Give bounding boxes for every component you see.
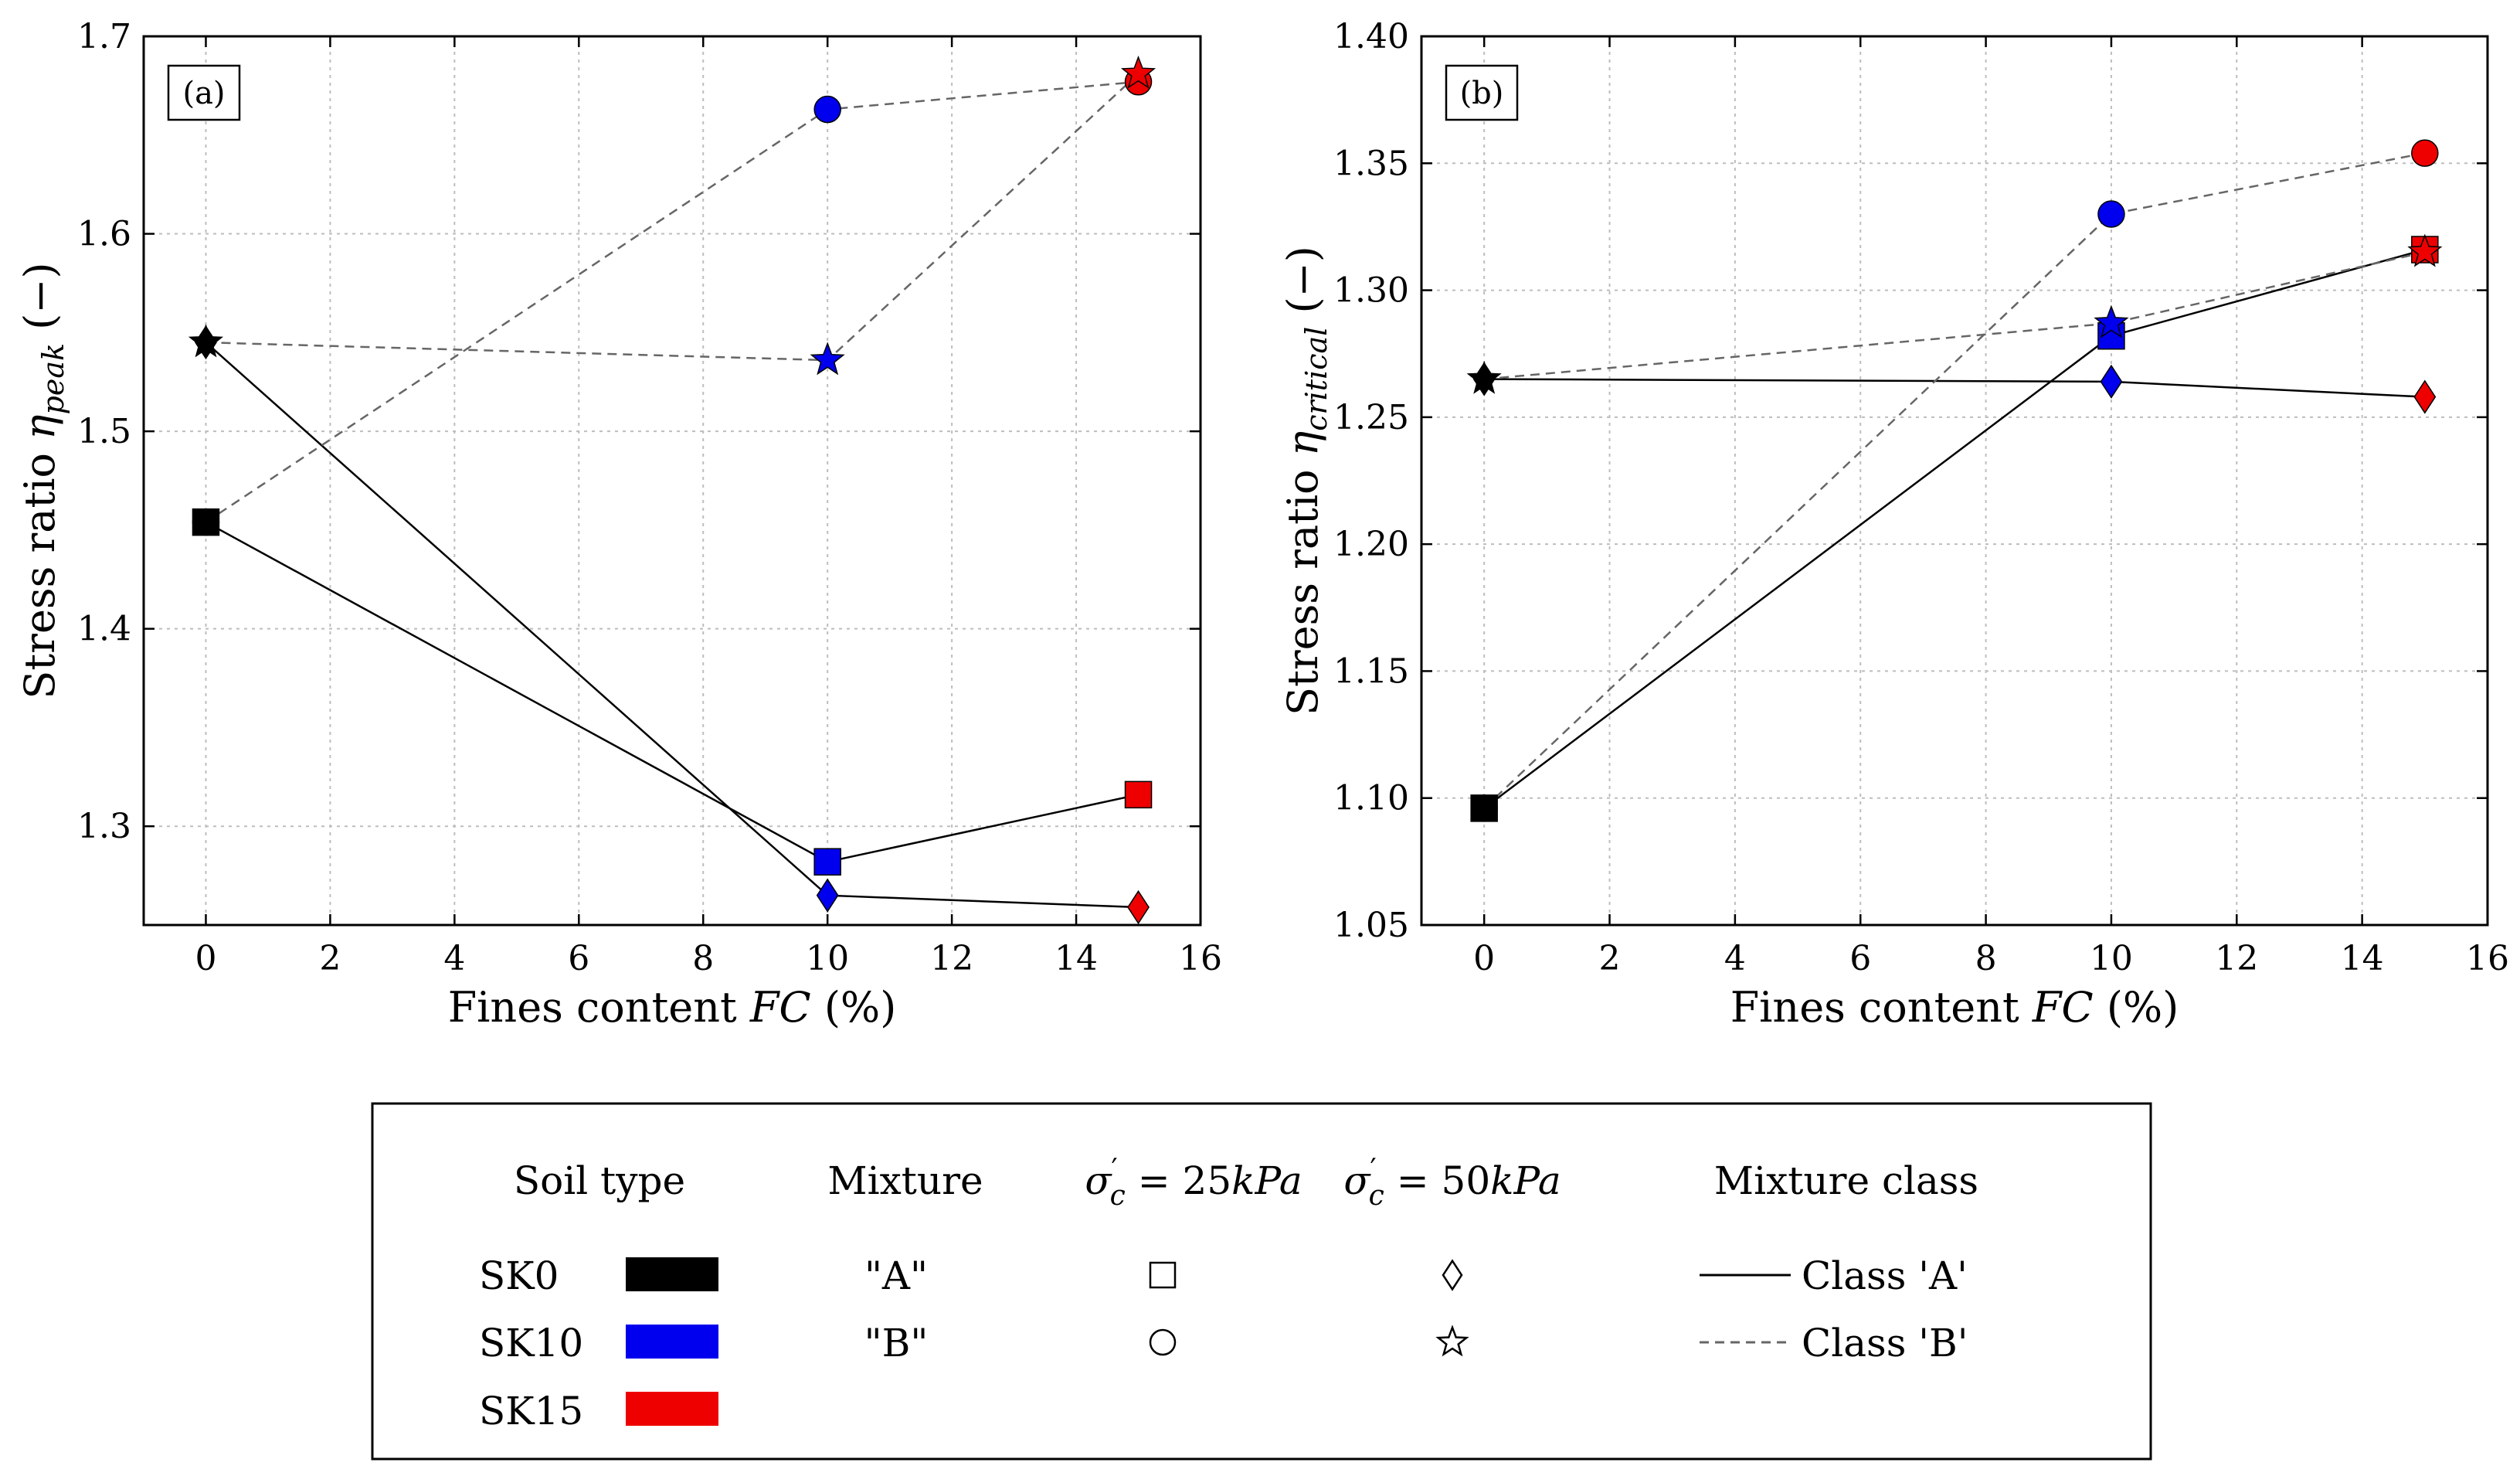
legend-soil-sk0: SK0 — [479, 1253, 559, 1298]
y-tick-label: 1.20 — [1333, 525, 1409, 564]
data-point-star — [188, 324, 224, 358]
legend-marker-diamond — [1442, 1259, 1463, 1291]
x-tick-label: 12 — [2215, 939, 2258, 978]
legend-header-soil-type: Soil type — [514, 1158, 685, 1203]
series-line-b-50kpa — [1484, 251, 2426, 380]
plot-frame-a — [142, 35, 1202, 927]
y-tick-label: 1.05 — [1333, 906, 1409, 945]
x-tick-label: 2 — [1599, 939, 1621, 978]
panel-label-box-a — [167, 64, 241, 121]
plot-frame-b — [1420, 35, 2489, 927]
y-tick-label: 1.35 — [1333, 144, 1409, 183]
legend-mixture-a: "A" — [864, 1253, 928, 1298]
series-line-b-50kpa — [205, 73, 1139, 362]
legend-marker-square — [1149, 1261, 1177, 1289]
x-tick-label: 8 — [692, 939, 714, 978]
data-point-diamond — [1127, 889, 1150, 925]
y-tick-label: 1.5 — [77, 412, 131, 451]
data-point-square — [813, 848, 841, 876]
x-tick-label: 16 — [2466, 939, 2509, 978]
y-tick-label: 1.25 — [1333, 398, 1409, 437]
x-tick-label: 0 — [195, 939, 216, 978]
legend-swatch-sk10 — [626, 1325, 718, 1359]
data-point-star — [1120, 55, 1156, 89]
panel-b: (b) 0 2 4 6 8 10 12 14 16 1.05 1.10 1.15 1.20 1.25 1.3… — [1279, 17, 2509, 1032]
y-tick-label: 1.30 — [1333, 271, 1409, 311]
data-point-circle — [2097, 200, 2125, 228]
legend-class-b-label: Class 'B' — [1802, 1321, 1968, 1365]
legend-soil-sk10: SK10 — [479, 1321, 583, 1365]
panel-label-box-b — [1445, 64, 1519, 121]
data-point-diamond — [2100, 364, 2123, 399]
legend-swatch-sk15 — [626, 1392, 718, 1426]
series-line-a-50kpa — [1484, 378, 2425, 398]
legend: Soil type Mixture σ′ c = 25kPa σ′ c = 50kP… — [371, 1102, 2152, 1461]
y-tick-label: 1.15 — [1333, 651, 1409, 691]
data-point-star — [2407, 233, 2443, 267]
data-point-circle — [813, 95, 841, 124]
data-point-star — [2094, 304, 2129, 338]
series-line-b-25kpa — [205, 80, 1139, 523]
data-point-star — [810, 342, 845, 376]
panel-label-a: (a) — [182, 76, 225, 111]
legend-header-sigma25: σ′ c = 25kPa — [1085, 1154, 1302, 1212]
x-tick-label: 8 — [1975, 939, 1997, 978]
legend-marker-star — [1435, 1325, 1469, 1357]
x-tick-label: 10 — [806, 939, 849, 978]
x-tick-label: 0 — [1473, 939, 1495, 978]
legend-soil-sk15: SK15 — [479, 1389, 583, 1433]
x-tick-label: 14 — [2341, 939, 2384, 978]
series-line-a-25kpa — [1483, 248, 2426, 809]
legend-header-mixture: Mixture — [827, 1158, 983, 1203]
data-point-square — [1124, 781, 1153, 809]
legend-header-mixture-class: Mixture class — [1714, 1158, 1978, 1203]
y-tick-label: 1.10 — [1333, 779, 1409, 818]
panel-a: (a) 0 2 4 6 8 10 12 14 16 1.3 1.4 1.5 1.6 1.7 Fines c… — [15, 17, 1222, 1032]
x-tick-label: 4 — [443, 939, 465, 978]
x-tick-label: 16 — [1179, 939, 1222, 978]
legend-mixture-b: "B" — [864, 1321, 929, 1365]
data-point-circle — [2411, 139, 2439, 167]
data-point-circle — [1470, 794, 1498, 822]
series-line-a-50kpa — [205, 342, 1139, 909]
panel-label-b: (b) — [1460, 76, 1504, 111]
data-point-diamond — [816, 878, 839, 913]
data-point-diamond — [2413, 379, 2437, 414]
y-axis-label-a: Stress ratio ηpeak (−) — [15, 262, 70, 699]
x-tick-label: 6 — [568, 939, 589, 978]
series-line-b-25kpa — [1483, 151, 2426, 809]
legend-header-sigma50: σ′ c = 50kPa — [1343, 1154, 1561, 1212]
x-tick-label: 10 — [2090, 939, 2133, 978]
y-tick-label: 1.4 — [77, 610, 131, 649]
data-point-circle — [192, 508, 220, 536]
legend-marker-circle — [1149, 1328, 1177, 1356]
legend-swatch-sk0 — [626, 1257, 718, 1291]
x-axis-label-b: Fines content FC (%) — [1730, 983, 2179, 1032]
data-point-star — [1466, 360, 1502, 394]
x-tick-label: 2 — [319, 939, 341, 978]
legend-class-a-label: Class 'A' — [1802, 1253, 1968, 1298]
y-tick-label: 1.40 — [1333, 17, 1409, 56]
x-tick-label: 12 — [930, 939, 973, 978]
x-tick-label: 6 — [1849, 939, 1871, 978]
x-tick-label: 4 — [1724, 939, 1746, 978]
y-tick-label: 1.7 — [77, 17, 131, 56]
y-tick-label: 1.3 — [77, 807, 131, 846]
y-axis-label-b: Stress ratio ηcritical (−) — [1279, 246, 1333, 716]
y-tick-label: 1.6 — [77, 215, 131, 254]
x-axis-label-a: Fines content FC (%) — [448, 983, 897, 1032]
series-line-a-25kpa — [205, 521, 1139, 863]
x-tick-label: 14 — [1055, 939, 1098, 978]
